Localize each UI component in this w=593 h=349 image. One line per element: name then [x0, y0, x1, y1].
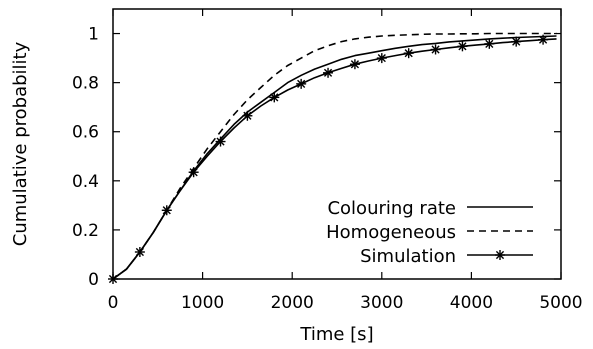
y-axis-label: Cumulative probability: [10, 41, 31, 246]
data-point-simulation: [134, 247, 145, 257]
y-tick-label: 0.4: [72, 172, 99, 192]
data-point-simulation: [511, 36, 522, 47]
data-point-simulation: [349, 59, 360, 70]
legend-marker-simulation: [495, 250, 505, 260]
y-tick-label: 0.2: [72, 221, 99, 241]
series-line-homogeneous: [112, 32, 557, 280]
data-point-simulation: [108, 274, 118, 284]
legend-label-colouring-rate: Colouring rate: [327, 198, 456, 219]
x-tick-label: 2000: [271, 293, 314, 313]
x-tick-label: 1000: [181, 293, 224, 313]
data-point-simulation: [457, 41, 468, 52]
y-tick-label: 0.8: [72, 74, 99, 94]
axis-ticks: 0 1000 2000 3000 4000 5000 0 0.2 0.4 0.6 0.8 1: [72, 9, 583, 313]
data-point-simulation: [161, 205, 172, 216]
data-point-simulation: [188, 167, 199, 178]
data-point-simulation: [538, 34, 549, 45]
data-point-simulation: [215, 136, 226, 147]
data-point-simulation: [403, 48, 414, 59]
x-tick-label: 5000: [539, 293, 582, 313]
y-tick-label: 1: [88, 25, 99, 45]
data-point-simulation: [430, 44, 441, 55]
data-point-simulation: [376, 53, 387, 64]
data-point-simulation: [323, 67, 334, 78]
legend-label-simulation: Simulation: [360, 246, 456, 267]
series-lines: [112, 32, 557, 280]
x-axis-label: Time [s]: [299, 324, 373, 345]
x-tick-label: 0: [108, 293, 119, 313]
x-tick-label: 3000: [360, 293, 403, 313]
data-point-simulation: [269, 92, 280, 103]
x-tick-label: 4000: [450, 293, 493, 313]
y-tick-label: 0.6: [72, 123, 99, 143]
data-point-simulation: [296, 78, 307, 89]
data-point-simulation: [242, 110, 253, 121]
legend-label-homogeneous: Homogeneous: [326, 222, 456, 243]
y-tick-label: 0: [88, 270, 99, 290]
data-point-simulation: [484, 38, 495, 49]
plot-frame: [112, 8, 562, 280]
legend: Colouring rate Homogeneous Simulation: [326, 198, 533, 267]
legend-star-icon: [495, 250, 505, 260]
simulation-markers: [108, 34, 549, 284]
series-line-simulation: [112, 38, 557, 280]
